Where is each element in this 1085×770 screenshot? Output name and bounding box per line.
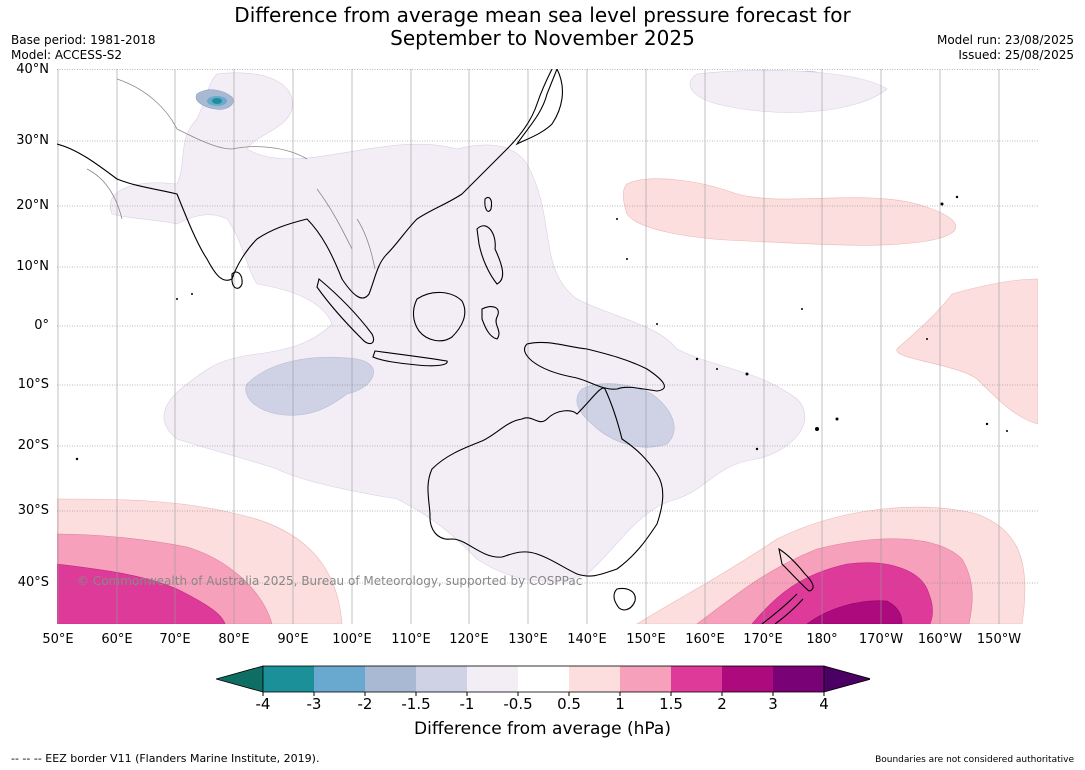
lon-label: 130°E bbox=[508, 632, 548, 647]
base-info: Base period: 1981-2018 Model: ACCESS-S2 bbox=[11, 33, 156, 63]
colorbar-extend-low bbox=[216, 665, 264, 693]
asia-mainland-coast bbox=[57, 69, 553, 299]
lat-label: 10°N bbox=[16, 259, 49, 274]
lon-label: 110°E bbox=[391, 632, 431, 647]
boundaries-disclaimer: Boundaries are not considered authoritat… bbox=[875, 755, 1074, 765]
contour-minus-1-indian bbox=[245, 357, 374, 416]
sumatra-coast bbox=[316, 278, 375, 345]
lat-label: 40°S bbox=[17, 575, 49, 590]
lon-label: 80°E bbox=[218, 632, 250, 647]
colorbar-tick-label: -1.5 bbox=[401, 695, 431, 713]
colorbar-frame bbox=[262, 665, 825, 693]
colorbar-tick-label: 1 bbox=[615, 695, 625, 713]
contour-minus-1-coral bbox=[576, 383, 675, 448]
colorbar-tick-label: 4 bbox=[819, 695, 829, 713]
lon-label: 70°E bbox=[159, 632, 191, 647]
run-info: Model run: 23/08/2025 Issued: 25/08/2025 bbox=[937, 33, 1074, 63]
sri-lanka-coast bbox=[231, 271, 243, 289]
colorbar-segment bbox=[467, 666, 518, 692]
lat-label: 10°S bbox=[17, 377, 49, 392]
taiwan-coast bbox=[484, 196, 493, 212]
japan-coast bbox=[515, 69, 563, 146]
lon-label: 160°W bbox=[917, 632, 963, 647]
map-plot bbox=[57, 69, 1038, 624]
colorbar-tick-label: -2 bbox=[357, 695, 373, 713]
contour-plus-1-5-sw bbox=[57, 563, 226, 624]
copyright-notice: © Commonwealth of Australia 2025, Bureau… bbox=[77, 574, 583, 588]
colorbar-extend-high bbox=[823, 665, 870, 693]
contour-himalaya-core bbox=[212, 98, 222, 104]
colorbar-tick-label: -1 bbox=[459, 695, 475, 713]
colorbar-segment bbox=[620, 666, 671, 692]
colorbar-tick-label: 1.5 bbox=[659, 695, 683, 713]
lat-label: 30°S bbox=[17, 503, 49, 518]
colorbar-tick-label: 3 bbox=[768, 695, 778, 713]
colorbar-segment bbox=[518, 666, 569, 692]
meridians bbox=[57, 69, 1000, 624]
colorbar-segments bbox=[216, 665, 870, 693]
contour-plus-0-5-north bbox=[622, 178, 957, 246]
model-name: Model: ACCESS-S2 bbox=[11, 48, 123, 62]
model-run: Model run: 23/08/2025 bbox=[936, 33, 1074, 47]
map-title: Difference from average mean sea level p… bbox=[0, 4, 1085, 50]
colorbar-tick-label: 0.5 bbox=[557, 695, 581, 713]
lat-label: 40°N bbox=[16, 62, 49, 77]
colorbar bbox=[216, 665, 870, 696]
colorbar-segment bbox=[569, 666, 620, 692]
lon-label: 170°W bbox=[858, 632, 904, 647]
title-line-2: September to November 2025 bbox=[390, 26, 695, 50]
java-coast bbox=[372, 350, 448, 367]
lat-label: 0° bbox=[34, 318, 49, 333]
colorbar-label: Difference from average (hPa) bbox=[414, 719, 671, 739]
colorbar-tick-label: 2 bbox=[717, 695, 727, 713]
philippines-coast bbox=[476, 225, 504, 285]
colorbar-segment bbox=[416, 666, 467, 692]
lon-label: 60°E bbox=[101, 632, 133, 647]
pacific-islands bbox=[75, 195, 1008, 461]
colorbar-segment bbox=[263, 666, 314, 692]
new-zealand-north bbox=[778, 547, 814, 592]
lat-label: 30°N bbox=[16, 133, 49, 148]
eez-note: -- -- -- EEZ border V11 (Flanders Marine… bbox=[11, 752, 320, 765]
colorbar-tick-label: -4 bbox=[255, 695, 271, 713]
anomaly-shading bbox=[57, 70, 1038, 624]
graticule bbox=[57, 69, 1038, 584]
base-period: Base period: 1981-2018 bbox=[11, 33, 156, 47]
colorbar-segment bbox=[671, 666, 722, 692]
new-zealand-south bbox=[761, 593, 804, 624]
lon-label: 180° bbox=[806, 632, 838, 647]
colorbar-segment bbox=[722, 666, 773, 692]
colorbar-segment bbox=[365, 666, 416, 692]
lon-label: 150°W bbox=[976, 632, 1022, 647]
issued-date: Issued: 25/08/2025 bbox=[958, 48, 1074, 62]
colorbar-segment bbox=[773, 666, 824, 692]
colorbar-tick-label: -3 bbox=[306, 695, 322, 713]
lon-label: 140°E bbox=[567, 632, 607, 647]
lon-label: 90°E bbox=[277, 632, 309, 647]
lon-label: 170°E bbox=[743, 632, 783, 647]
lon-label: 150°E bbox=[626, 632, 666, 647]
coastlines bbox=[57, 69, 814, 624]
contour-minus-0-5-north-pacific bbox=[689, 70, 888, 113]
borneo-coast bbox=[412, 291, 466, 342]
contour-plus-0-5-east bbox=[896, 278, 1038, 425]
lon-label: 50°E bbox=[42, 632, 74, 647]
colorbar-tick-label: -0.5 bbox=[503, 695, 533, 713]
colorbar-segment bbox=[314, 666, 365, 692]
australia-coast bbox=[427, 387, 664, 577]
tasmania-coast bbox=[613, 587, 636, 611]
new-guinea-coast bbox=[523, 341, 665, 392]
lat-label: 20°S bbox=[17, 438, 49, 453]
lat-label: 20°N bbox=[16, 198, 49, 213]
country-borders bbox=[86, 78, 376, 270]
title-line-1: Difference from average mean sea level p… bbox=[234, 3, 851, 27]
colorbar-tick-marks bbox=[262, 692, 825, 696]
lon-label: 160°E bbox=[685, 632, 725, 647]
contour-plus-2-se bbox=[806, 600, 903, 624]
sulawesi-coast bbox=[481, 306, 500, 340]
lon-label: 100°E bbox=[332, 632, 372, 647]
lon-label: 120°E bbox=[449, 632, 489, 647]
